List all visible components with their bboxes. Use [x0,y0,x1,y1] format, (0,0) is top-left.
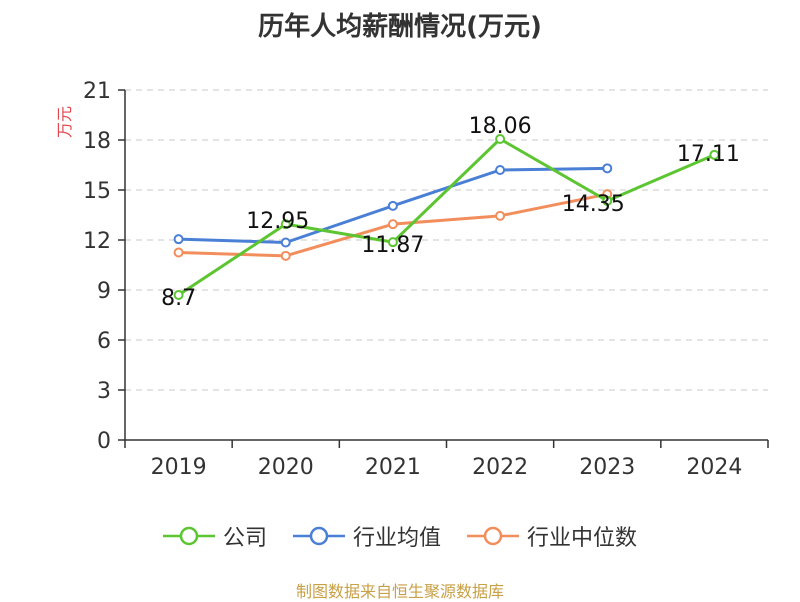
data-point [602,163,613,174]
data-point [387,237,398,248]
data-point [173,247,184,258]
data-point [709,149,720,160]
y-tick-label: 18 [83,129,111,154]
legend-item-industry-mean[interactable]: 行业均值 [292,520,441,552]
data-point [387,219,398,230]
series-line [177,137,716,297]
y-tick-label: 9 [97,279,111,304]
x-tick-label: 2023 [579,455,635,480]
data-label: 11.87 [361,233,424,258]
x-tick-label: 2021 [365,455,421,480]
y-tick-label: 3 [97,379,111,404]
data-point [602,195,613,206]
data-label: 12.95 [246,209,309,234]
y-tick-label: 15 [83,179,111,204]
legend-label-industry-median: 行业中位数 [527,526,638,551]
data-point [495,165,506,175]
legend-label-industry-mean: 行业均值 [352,526,441,551]
chart-title: 历年人均薪酬情况(万元) [258,12,542,42]
legend-label-company: 公司 [222,526,267,551]
y-tick-label: 6 [97,329,111,354]
data-label: 17.11 [677,142,740,167]
x-tick-label: 2019 [151,455,207,480]
source-note: 制图数据来自恒生聚源数据库 [295,582,504,601]
data-point [280,237,291,248]
y-tick-label: 12 [83,229,111,254]
legend-marker-industry-mean-icon [292,526,345,546]
legend-item-company[interactable]: 公司 [162,520,267,552]
data-point [280,219,291,230]
legend-marker-industry-median-icon [467,526,519,546]
data-point [387,200,398,211]
legend: 公司 行业均值 行业中位数 [0,520,800,552]
data-label: 8.7 [161,286,196,311]
data-point [495,134,506,144]
data-point [173,234,184,245]
y-axis-label: 万元 [55,106,74,138]
x-tick-label: 2020 [258,455,314,480]
y-tick-label: 21 [83,79,111,104]
x-tick-label: 2024 [686,455,742,480]
data-label: 14.35 [562,192,625,217]
legend-marker-company-icon [162,526,215,546]
x-tick-label: 2022 [472,455,528,480]
data-label: 18.06 [469,114,532,139]
y-tick-label: 0 [97,429,111,454]
legend-item-industry-median[interactable]: 行业中位数 [467,520,637,552]
data-point [173,290,184,300]
data-point [495,210,506,221]
data-point [280,250,291,261]
